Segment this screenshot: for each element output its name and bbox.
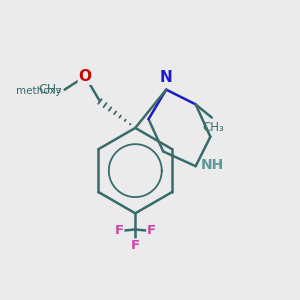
Text: NH: NH bbox=[201, 158, 224, 172]
Text: methoxy: methoxy bbox=[16, 86, 62, 96]
Text: F: F bbox=[147, 224, 156, 238]
Text: F: F bbox=[131, 239, 140, 252]
Text: O: O bbox=[79, 69, 92, 84]
Text: CH₃: CH₃ bbox=[38, 83, 61, 96]
Text: N: N bbox=[160, 70, 172, 85]
Text: methoxy: methoxy bbox=[48, 71, 55, 73]
Text: CH₃: CH₃ bbox=[202, 121, 224, 134]
Text: F: F bbox=[115, 224, 124, 238]
